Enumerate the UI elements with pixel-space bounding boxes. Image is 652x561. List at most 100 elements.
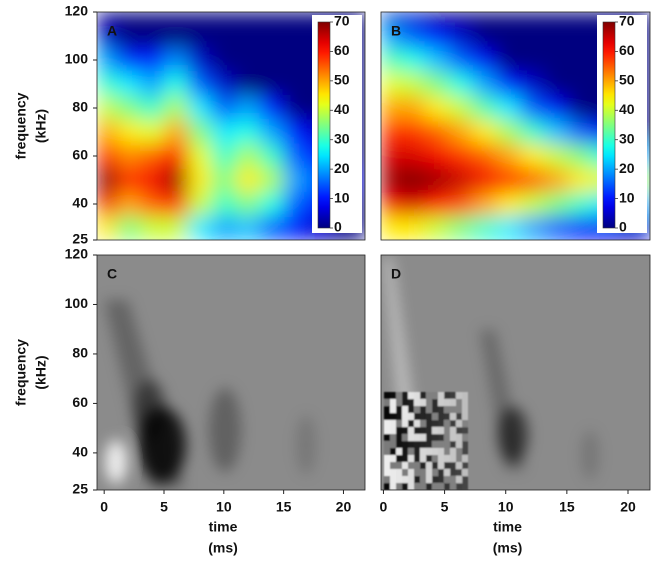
noise-cell — [414, 427, 420, 434]
noise-cell — [408, 462, 414, 469]
noise-cell — [450, 392, 456, 399]
heatmap-cell — [140, 24, 165, 49]
heatmap-cell — [544, 120, 569, 145]
noise-cell — [426, 392, 432, 399]
colorbar-tick-label: 20 — [334, 160, 350, 176]
noise-cell — [408, 455, 414, 462]
noise-cell — [426, 434, 432, 441]
noise-cell — [384, 448, 390, 455]
heatmap-cell — [97, 168, 117, 193]
x-tick-label: 15 — [559, 499, 575, 515]
heatmap-cell — [568, 24, 593, 49]
heatmap-cell — [211, 72, 237, 97]
noise-cell — [462, 392, 468, 399]
noise-cell — [396, 406, 402, 413]
noise-cell — [420, 406, 426, 413]
heatmap-cell — [496, 48, 521, 73]
colorbar-tick-label: 40 — [334, 101, 350, 117]
noise-cell — [414, 469, 420, 476]
noise-cell — [402, 420, 408, 427]
noise-cell — [438, 441, 444, 448]
heatmap-cell — [496, 24, 521, 49]
noise-cell — [456, 462, 462, 469]
heatmap-cell — [283, 144, 309, 169]
heatmap-cell — [381, 12, 401, 25]
heatmap-cell — [400, 72, 425, 97]
heatmap-cell — [568, 120, 593, 145]
colorbar-tick-label: 30 — [334, 130, 350, 146]
heatmap-cell — [424, 168, 449, 193]
noise-cell — [438, 483, 444, 490]
noise-cell — [396, 434, 402, 441]
y-tick-label: 25 — [72, 231, 88, 247]
noise-cell — [414, 406, 420, 413]
noise-cell — [426, 469, 432, 476]
noise-cell — [438, 469, 444, 476]
noise-cell — [432, 483, 438, 490]
heatmap-cell — [259, 12, 285, 25]
heatmap-cell — [400, 144, 425, 169]
heatmap-cell — [520, 144, 545, 169]
noise-cell — [402, 406, 408, 413]
noise-cell — [408, 441, 414, 448]
noise-cell — [438, 448, 444, 455]
heatmap-cell — [381, 96, 401, 121]
heatmap-cell — [381, 120, 401, 145]
noise-cell — [456, 455, 462, 462]
noise-cell — [426, 483, 432, 490]
noise-cell — [456, 427, 462, 434]
noise-cell — [408, 469, 414, 476]
noise-cell — [414, 413, 420, 420]
heatmap-cell — [381, 192, 401, 217]
noise-cell — [414, 392, 420, 399]
noise-cell — [444, 406, 450, 413]
noise-cell — [426, 420, 432, 427]
noise-cell — [444, 441, 450, 448]
noise-cell — [390, 441, 396, 448]
noise-cell — [384, 399, 390, 406]
noise-cell — [408, 427, 414, 434]
noise-cell — [450, 469, 456, 476]
heatmap-cell — [164, 48, 189, 73]
panel-c-image — [97, 255, 365, 490]
heatmap-cell — [424, 216, 449, 240]
heatmap-cell — [400, 168, 425, 193]
x-axis-label: time — [209, 519, 238, 535]
heatmap-cell — [211, 48, 237, 73]
noise-cell — [426, 406, 432, 413]
noise-cell — [438, 413, 444, 420]
noise-cell — [420, 427, 426, 434]
heatmap-cell — [187, 72, 213, 97]
x-tick-label: 5 — [441, 499, 449, 515]
noise-cell — [432, 448, 438, 455]
noise-cell — [402, 427, 408, 434]
heatmap-cell — [283, 96, 309, 121]
heatmap-cell — [568, 12, 593, 25]
noise-cell — [456, 420, 462, 427]
noise-cell — [456, 476, 462, 483]
noise-cell — [384, 476, 390, 483]
noise-cell — [444, 427, 450, 434]
heatmap-cell — [381, 144, 401, 169]
noise-cell — [462, 406, 468, 413]
heatmap-cell — [496, 192, 521, 217]
y-axis-label: frequency — [13, 339, 29, 406]
heatmap-cell — [424, 96, 449, 121]
noise-cell — [456, 434, 462, 441]
y-tick-label: 80 — [72, 99, 88, 115]
noise-cell — [390, 427, 396, 434]
noise-cell — [396, 420, 402, 427]
heatmap-cell — [424, 24, 449, 49]
noise-cell — [402, 469, 408, 476]
x-tick-label: 0 — [380, 499, 388, 515]
noise-cell — [426, 462, 432, 469]
colorbar-tick-label: 0 — [334, 219, 342, 235]
heatmap-cell — [211, 144, 237, 169]
heatmap-cell — [97, 72, 117, 97]
heatmap-cell — [448, 24, 473, 49]
heatmap-cell — [259, 168, 285, 193]
noise-cell — [444, 469, 450, 476]
noise-cell — [462, 413, 468, 420]
heatmap-cell — [520, 24, 545, 49]
